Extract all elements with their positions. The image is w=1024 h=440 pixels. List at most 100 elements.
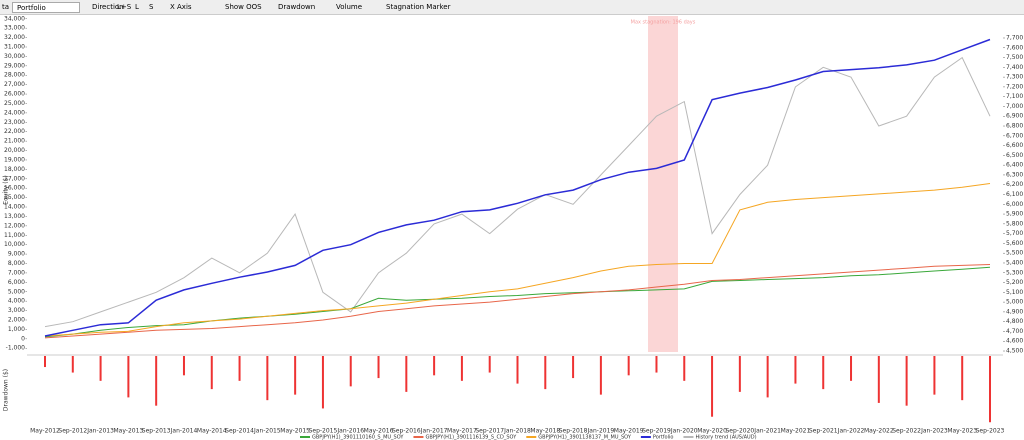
drawdown-title: Drawdown ($) xyxy=(3,369,10,411)
drawdown-bar xyxy=(877,356,880,403)
drawdown-bar xyxy=(127,356,130,398)
drawdown-bar xyxy=(572,356,575,379)
legend-label: GBPJPY(H1)_3901138137_M_MU_SOY xyxy=(538,435,632,440)
annotation: Max stagnation: 196 days xyxy=(631,20,696,26)
y2-tick-label: 5,600 xyxy=(1006,240,1023,247)
y-tick-label: 5,000 xyxy=(8,288,25,295)
y2-tick-label: 6,100 xyxy=(1006,191,1023,198)
y2-tick-label: 4,600 xyxy=(1006,338,1023,345)
x-tick-label: Sep-2022 xyxy=(892,428,921,435)
y2-tick-label: 7,200 xyxy=(1006,83,1023,90)
drawdown-bar xyxy=(516,356,519,384)
y2-tick-label: 5,200 xyxy=(1006,279,1023,286)
series-line xyxy=(44,38,991,337)
x-tick-label: Sep-2018 xyxy=(559,428,588,435)
drawdown-bar xyxy=(155,356,158,406)
y-tick-label: 25,000 xyxy=(4,100,25,107)
y2-tick-label: 4,500 xyxy=(1006,348,1023,355)
toggle[interactable]: L xyxy=(135,3,139,11)
y2-tick-label: 7,100 xyxy=(1006,93,1023,100)
y-tick-label: 12,000 xyxy=(4,222,25,229)
toggle[interactable]: L+S xyxy=(117,3,132,11)
y2-tick-label: 4,700 xyxy=(1006,328,1023,335)
x-tick-label: May-2013 xyxy=(114,428,144,435)
y-tick-label: 27,000 xyxy=(4,81,25,88)
x-tick-label: May-2016 xyxy=(364,428,394,435)
y-tick-label: 17,000 xyxy=(4,175,25,182)
y2-tick-label: 5,800 xyxy=(1006,220,1023,227)
label: Show OOS xyxy=(225,3,262,11)
x-tick-label: Sep-2020 xyxy=(725,428,754,435)
y-tick-label: 11,000 xyxy=(4,232,25,239)
y2-tick-label: 6,600 xyxy=(1006,142,1023,149)
y2-tick-label: 6,800 xyxy=(1006,123,1023,130)
label: X Axis xyxy=(170,3,192,11)
x-tick-label: Sep-2013 xyxy=(142,428,171,435)
y2-tick-label: 6,400 xyxy=(1006,162,1023,169)
y2-tick-label: 5,500 xyxy=(1006,250,1023,257)
y2-tick-label: 7,600 xyxy=(1006,44,1023,51)
x-tick-label: Jan-2017 xyxy=(420,428,448,435)
drawdown-bar xyxy=(266,356,269,401)
x-tick-label: Sep-2016 xyxy=(392,428,421,435)
y-tick-label: 33,000 xyxy=(4,25,25,32)
y2-tick-label: 4,800 xyxy=(1006,318,1023,325)
y2-tick-label: 5,100 xyxy=(1006,289,1023,296)
drawdown-bar xyxy=(905,356,908,406)
y2-tick-label: 6,700 xyxy=(1006,132,1023,139)
label: Drawdown xyxy=(278,3,316,11)
y2-tick-label: 7,700 xyxy=(1006,34,1023,41)
x-tick-label: Jan-2013 xyxy=(86,428,114,435)
x-tick-label: Sep-2021 xyxy=(809,428,838,435)
y-tick-label: 23,000 xyxy=(4,119,25,126)
y2-tick-label: 7,400 xyxy=(1006,64,1023,71)
drawdown-bar xyxy=(321,356,324,409)
y2-tick-label: 6,500 xyxy=(1006,152,1023,159)
drawdown-bar xyxy=(683,356,686,381)
x-tick-label: Jan-2019 xyxy=(587,428,615,435)
y-tick-label: 1,000 xyxy=(8,326,25,333)
series-line xyxy=(44,264,991,339)
y-tick-label: 13,000 xyxy=(4,213,25,220)
drawdown-bar xyxy=(71,356,74,373)
drawdown-bar xyxy=(238,356,241,381)
dropdown[interactable]: Portfolio xyxy=(12,2,80,13)
y-tick-label: 7,000 xyxy=(8,269,25,276)
drawdown-bar xyxy=(433,356,436,376)
x-tick-label: May-2022 xyxy=(864,428,894,435)
x-tick-label: May-2012 xyxy=(30,428,60,435)
x-tick-label: May-2017 xyxy=(447,428,477,435)
drawdown-bar xyxy=(989,356,991,423)
y2-tick-label: 4,900 xyxy=(1006,308,1023,315)
y2-tick-label: 5,400 xyxy=(1006,259,1023,266)
y-tick-label: 22,000 xyxy=(4,128,25,135)
x-tick-label: Sep-2019 xyxy=(642,428,671,435)
x-tick-label: Jan-2020 xyxy=(670,428,698,435)
drawdown-bar xyxy=(210,356,213,390)
drawdown-bar xyxy=(738,356,741,392)
drawdown-bar xyxy=(182,356,185,376)
y-tick-label: 32,000 xyxy=(4,34,25,41)
y-tick-label: 10,000 xyxy=(4,241,25,248)
y-tick-label: 24,000 xyxy=(4,109,25,116)
y-tick-label: 2,000 xyxy=(8,316,25,323)
label: ta xyxy=(2,3,10,11)
legend-label: Portfolio xyxy=(653,435,674,440)
y2-tick-label: 5,000 xyxy=(1006,299,1023,306)
drawdown-bar xyxy=(822,356,825,390)
x-tick-label: Jan-2023 xyxy=(920,428,948,435)
drawdown-bar xyxy=(655,356,658,373)
toggle[interactable]: S xyxy=(149,3,154,11)
x-tick-label: Jan-2018 xyxy=(503,428,531,435)
drawdown-bar xyxy=(961,356,964,401)
y-tick-label: 3,000 xyxy=(8,307,25,314)
x-tick-label: May-2014 xyxy=(197,428,227,435)
y-tick-label: 19,000 xyxy=(4,156,25,163)
drawdown-bar xyxy=(460,356,463,381)
drawdown-bar xyxy=(544,356,547,390)
x-tick-label: May-2015 xyxy=(280,428,310,435)
stagnation-band xyxy=(648,16,678,352)
series-line xyxy=(44,183,991,337)
